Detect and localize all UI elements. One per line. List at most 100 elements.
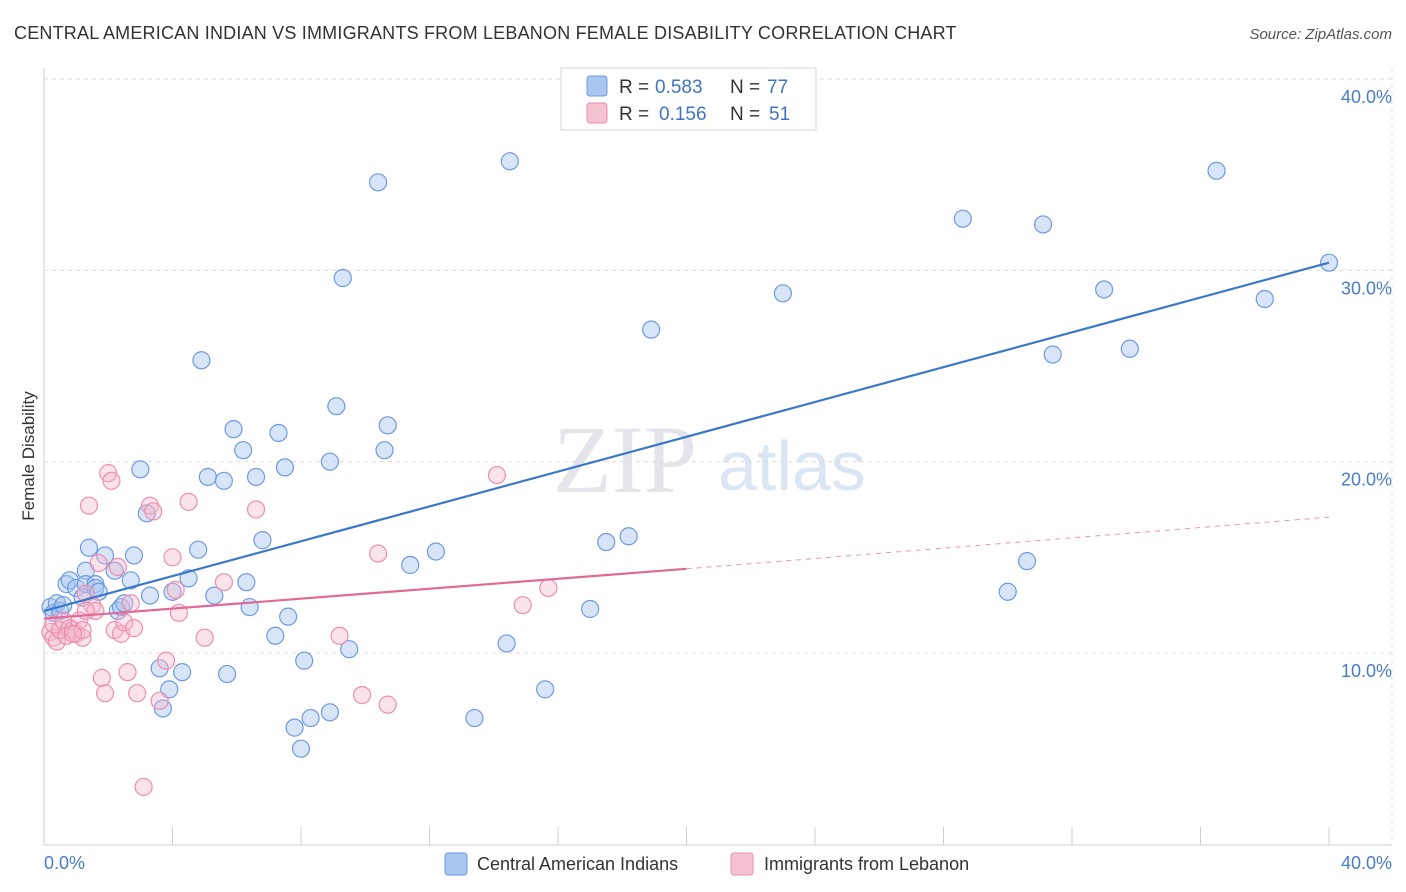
point-pink-21	[102, 471, 121, 490]
point-blue-32	[192, 351, 211, 370]
bottom-legend-label-pink: Immigrants from Lebanon	[764, 854, 969, 874]
point-blue-77	[1207, 161, 1226, 180]
point-pink-19	[95, 684, 115, 703]
y-axis-title: Female Disability	[19, 391, 38, 521]
point-pink-50	[63, 624, 83, 643]
point-pink-3	[47, 632, 66, 651]
point-pink-34	[156, 651, 176, 670]
point-pink-14	[79, 496, 99, 515]
point-pink-29	[128, 684, 147, 703]
point-pink-44	[369, 544, 388, 563]
point-blue-76	[1120, 339, 1139, 358]
point-blue-49	[295, 651, 314, 670]
point-blue-24	[140, 586, 160, 605]
legend-swatch-pink	[586, 102, 608, 124]
legend-swatch-blue	[586, 75, 608, 97]
point-blue-65	[581, 599, 600, 619]
point-blue-44	[269, 423, 288, 443]
source-label: Source: ZipAtlas.com	[1249, 26, 1392, 43]
point-blue-20	[121, 571, 140, 590]
bottom-legend-label-blue: Central American Indians	[477, 854, 678, 874]
point-pink-45	[378, 695, 397, 714]
bottom-legend-swatch-blue	[444, 852, 468, 876]
point-blue-30	[179, 569, 198, 588]
point-blue-72	[1017, 552, 1037, 571]
point-blue-52	[320, 452, 340, 471]
point-blue-78	[1255, 289, 1274, 309]
point-pink-35	[163, 548, 182, 567]
point-blue-41	[246, 467, 266, 487]
legend-n-label-pink: N =	[730, 104, 760, 125]
point-pink-25	[115, 613, 134, 632]
point-blue-7	[67, 578, 86, 598]
point-blue-36	[218, 664, 237, 684]
point-blue-70	[953, 209, 972, 228]
legend-r-label-blue: R =	[619, 77, 649, 98]
point-blue-56	[369, 173, 388, 192]
point-pink-42	[330, 626, 349, 645]
trend-line-pink-extension	[686, 516, 1330, 570]
point-blue-50	[301, 708, 320, 728]
point-pink-17	[89, 553, 108, 573]
watermark-zip: ZIP	[553, 406, 697, 513]
point-blue-57	[375, 441, 394, 460]
point-pink-47	[513, 596, 532, 615]
point-pink-38	[179, 492, 198, 511]
point-blue-51	[320, 703, 340, 722]
point-blue-73	[1033, 215, 1053, 234]
point-pink-18	[92, 668, 111, 687]
y-tick-label-3: 40.0%	[1341, 87, 1392, 107]
point-blue-38	[234, 441, 253, 460]
series-legend: Central American Indians Immigrants from…	[444, 852, 969, 876]
point-blue-22	[131, 460, 150, 479]
point-blue-29	[173, 663, 192, 682]
point-pink-27	[121, 594, 140, 613]
point-blue-63	[500, 152, 519, 171]
point-blue-71	[998, 582, 1017, 601]
legend-n-value-pink: 51	[769, 104, 790, 125]
point-blue-53	[327, 397, 346, 416]
legend-r-value-pink: 0.156	[659, 104, 707, 125]
point-blue-37	[224, 420, 243, 439]
point-pink-36	[166, 580, 185, 599]
point-pink-30	[134, 777, 153, 797]
point-blue-69	[773, 284, 792, 303]
point-blue-21	[124, 546, 144, 565]
point-pink-33	[150, 691, 169, 710]
point-pink-26	[118, 663, 137, 682]
point-blue-55	[340, 640, 359, 659]
point-pink-40	[214, 573, 233, 592]
point-blue-11	[79, 538, 99, 557]
trend-line-pink	[43, 567, 687, 620]
watermark: ZIP atlas	[553, 406, 866, 513]
point-pink-43	[352, 685, 372, 705]
point-blue-46	[279, 607, 298, 626]
point-pink-31	[140, 496, 160, 515]
point-pink-23	[108, 557, 127, 577]
chart-title: CENTRAL AMERICAN INDIAN VS IMMIGRANTS FR…	[14, 23, 957, 43]
point-blue-39	[237, 573, 256, 592]
point-blue-47	[285, 718, 304, 737]
point-pink-32	[144, 502, 163, 521]
point-blue-34	[205, 586, 224, 605]
x-tick-label-right: 40.0%	[1341, 853, 1392, 873]
y-tick-label-0: 10.0%	[1341, 661, 1392, 681]
point-pink-46	[487, 465, 507, 485]
legend-r-value-blue: 0.583	[655, 77, 703, 98]
point-blue-68	[642, 320, 661, 339]
y-tick-label-2: 30.0%	[1341, 278, 1392, 298]
point-pink-41	[246, 500, 266, 519]
point-pink-48	[539, 578, 558, 598]
point-blue-45	[275, 458, 295, 477]
watermark-atlas: atlas	[718, 427, 866, 505]
point-pink-11	[73, 628, 92, 647]
point-blue-62	[497, 634, 516, 653]
point-blue-66	[597, 532, 616, 552]
axes	[43, 68, 1392, 846]
point-blue-43	[266, 626, 285, 645]
point-blue-67	[619, 527, 638, 546]
trend-line-blue	[43, 261, 1330, 612]
point-blue-64	[536, 680, 555, 699]
point-blue-35	[214, 471, 233, 490]
